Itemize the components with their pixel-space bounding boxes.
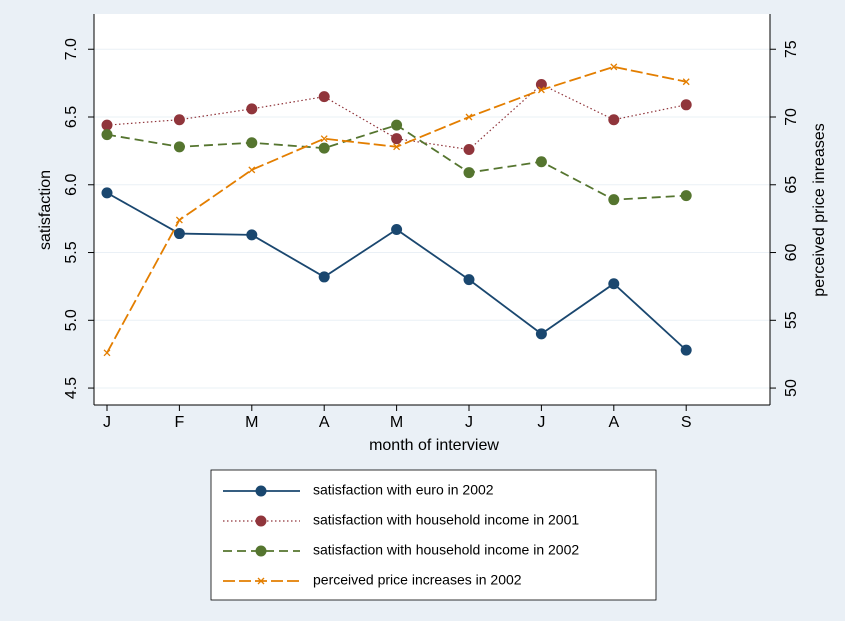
marker — [535, 156, 547, 168]
grid — [94, 48, 770, 389]
marker — [101, 187, 113, 199]
marker — [608, 278, 620, 290]
x-axis-label: month of interview — [369, 437, 499, 454]
marker — [246, 103, 258, 115]
y-tick-label: 5.0 — [63, 309, 80, 331]
marker — [255, 545, 267, 557]
marker — [246, 137, 258, 149]
x-tick-label: F — [175, 414, 185, 431]
marker — [463, 167, 475, 179]
marker — [257, 577, 265, 585]
y2-tick-label: 55 — [783, 311, 800, 329]
marker — [680, 190, 692, 202]
legend-label: satisfaction with household income in 20… — [313, 512, 579, 528]
y-tick-label: 6.0 — [63, 174, 80, 196]
marker — [255, 515, 267, 527]
marker — [173, 141, 185, 153]
x-tick-label: A — [319, 414, 330, 431]
marker — [248, 166, 256, 174]
marker — [173, 114, 185, 126]
marker — [465, 113, 473, 121]
marker — [246, 229, 258, 241]
legend: satisfaction with euro in 2002 satisfacti… — [223, 482, 579, 588]
x-tick-label: A — [608, 414, 619, 431]
x-tick-label: J — [103, 414, 111, 431]
marker — [680, 99, 692, 111]
y2-tick-label: 70 — [783, 108, 800, 126]
marker — [175, 216, 183, 224]
marker — [320, 135, 328, 143]
y-tick-label: 6.5 — [63, 106, 80, 128]
x-tick-label: M — [390, 414, 403, 431]
y-tick-label: 7.0 — [63, 38, 80, 60]
y-tick-label: 5.5 — [63, 241, 80, 263]
x-tick-label: M — [245, 414, 258, 431]
marker — [318, 91, 330, 103]
marker — [537, 86, 545, 94]
marker — [463, 144, 475, 156]
marker — [463, 274, 475, 286]
legend-label: perceived price increases in 2002 — [313, 572, 522, 588]
marker — [173, 228, 185, 240]
series-line — [106, 83, 687, 151]
legend-label: satisfaction with household income in 20… — [313, 542, 579, 558]
x-tick-label: S — [681, 414, 692, 431]
marker — [255, 485, 267, 497]
marker — [680, 344, 692, 356]
marker — [535, 328, 547, 340]
marker — [391, 133, 403, 145]
marker — [610, 63, 618, 71]
marker — [391, 119, 403, 131]
marker — [101, 119, 113, 131]
x-tick-label: J — [537, 414, 545, 431]
marker — [101, 129, 113, 141]
y-tick-label: 4.5 — [63, 377, 80, 399]
plot-area — [94, 14, 770, 405]
y-axis-label: satisfaction — [37, 170, 54, 250]
marker — [103, 349, 111, 357]
y2-axis-label: perceived price inreases — [811, 123, 828, 296]
marker — [318, 142, 330, 154]
y2-tick-label: 75 — [783, 40, 800, 58]
y2-tick-label: 50 — [783, 379, 800, 397]
y2-tick-label: 60 — [783, 244, 800, 262]
marker — [391, 223, 403, 235]
x-tick-label: J — [465, 414, 473, 431]
y2-tick-label: 65 — [783, 176, 800, 194]
marker — [608, 194, 620, 206]
marker — [682, 78, 690, 86]
marker — [393, 143, 401, 151]
marker — [608, 114, 620, 126]
marker — [318, 271, 330, 283]
legend-label: satisfaction with euro in 2002 — [313, 482, 494, 498]
